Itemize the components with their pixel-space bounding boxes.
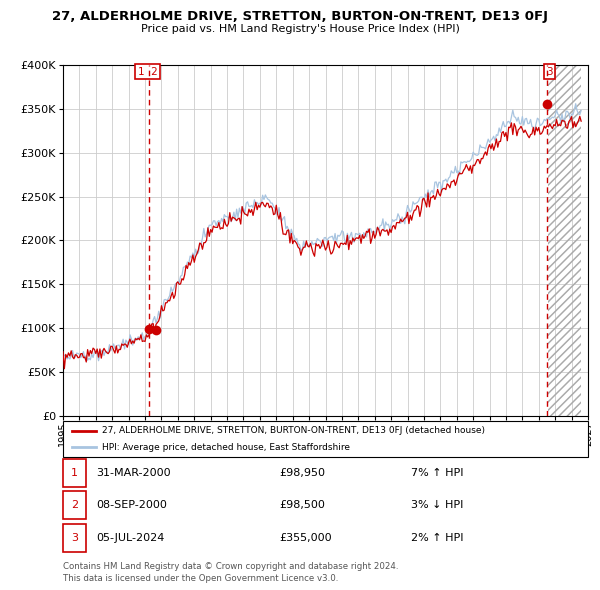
Text: 08-SEP-2000: 08-SEP-2000 xyxy=(96,500,167,510)
Text: £98,500: £98,500 xyxy=(279,500,325,510)
Text: 7% ↑ HPI: 7% ↑ HPI xyxy=(411,468,463,478)
Text: 3: 3 xyxy=(71,533,78,543)
Text: This data is licensed under the Open Government Licence v3.0.: This data is licensed under the Open Gov… xyxy=(63,574,338,583)
Text: 05-JUL-2024: 05-JUL-2024 xyxy=(96,533,164,543)
Text: 1: 1 xyxy=(71,468,78,478)
Text: 31-MAR-2000: 31-MAR-2000 xyxy=(96,468,170,478)
Text: 27, ALDERHOLME DRIVE, STRETTON, BURTON-ON-TRENT, DE13 0FJ (detached house): 27, ALDERHOLME DRIVE, STRETTON, BURTON-O… xyxy=(102,427,485,435)
Text: 3: 3 xyxy=(546,67,553,77)
Text: 1  2: 1 2 xyxy=(137,67,157,77)
Text: 27, ALDERHOLME DRIVE, STRETTON, BURTON-ON-TRENT, DE13 0FJ: 27, ALDERHOLME DRIVE, STRETTON, BURTON-O… xyxy=(52,10,548,23)
Text: Contains HM Land Registry data © Crown copyright and database right 2024.: Contains HM Land Registry data © Crown c… xyxy=(63,562,398,571)
Text: 2: 2 xyxy=(71,500,78,510)
Text: Price paid vs. HM Land Registry's House Price Index (HPI): Price paid vs. HM Land Registry's House … xyxy=(140,24,460,34)
Text: HPI: Average price, detached house, East Staffordshire: HPI: Average price, detached house, East… xyxy=(102,442,350,451)
Text: 2% ↑ HPI: 2% ↑ HPI xyxy=(411,533,463,543)
Text: £355,000: £355,000 xyxy=(279,533,332,543)
Text: 3% ↓ HPI: 3% ↓ HPI xyxy=(411,500,463,510)
Text: £98,950: £98,950 xyxy=(279,468,325,478)
